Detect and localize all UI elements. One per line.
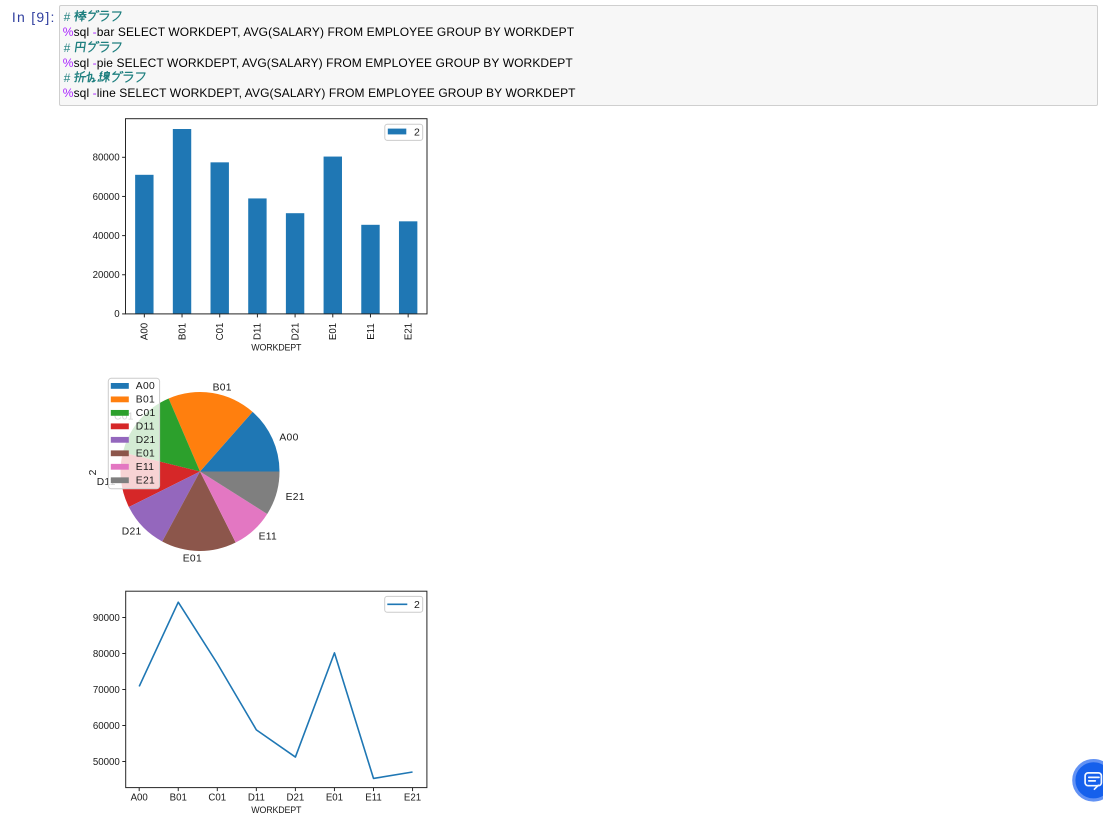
svg-text:A00: A00 xyxy=(279,433,298,444)
svg-text:E21: E21 xyxy=(136,476,155,487)
svg-text:#: # xyxy=(63,71,70,85)
svg-text:2: 2 xyxy=(88,469,99,475)
svg-text:90000: 90000 xyxy=(93,613,121,624)
svg-text:2: 2 xyxy=(414,599,420,611)
svg-text:E21: E21 xyxy=(404,793,421,804)
svg-text:#: # xyxy=(63,10,70,24)
svg-text:40000: 40000 xyxy=(93,231,121,242)
svg-text:WORKDEPT: WORKDEPT xyxy=(251,342,302,352)
svg-text:E11: E11 xyxy=(259,532,277,543)
svg-text:E11: E11 xyxy=(366,323,377,340)
svg-text:E01: E01 xyxy=(136,449,155,460)
svg-text:E01: E01 xyxy=(183,554,202,565)
svg-text:A00: A00 xyxy=(131,793,149,804)
svg-text:C01: C01 xyxy=(208,793,226,804)
svg-text:D21: D21 xyxy=(290,323,301,341)
svg-text:E01: E01 xyxy=(328,323,339,340)
svg-text:D11: D11 xyxy=(136,422,155,433)
svg-text:D21: D21 xyxy=(136,435,156,446)
svg-text:80000: 80000 xyxy=(93,153,121,164)
svg-text:D11: D11 xyxy=(97,477,116,488)
svg-text:E11: E11 xyxy=(136,462,154,473)
svg-text:C01: C01 xyxy=(215,323,226,341)
svg-text:80000: 80000 xyxy=(93,649,121,660)
svg-text:20000: 20000 xyxy=(93,270,121,281)
svg-text:A00: A00 xyxy=(140,322,151,340)
svg-text:#: # xyxy=(63,41,70,55)
svg-text:60000: 60000 xyxy=(93,721,121,732)
svg-text:WORKDEPT: WORKDEPT xyxy=(251,805,302,815)
svg-text:E21: E21 xyxy=(286,492,305,503)
svg-text:70000: 70000 xyxy=(93,685,121,696)
svg-text:D21: D21 xyxy=(287,793,305,804)
svg-text:C01: C01 xyxy=(136,408,156,419)
svg-text:B01: B01 xyxy=(136,395,155,406)
svg-text:B01: B01 xyxy=(177,323,188,340)
svg-text:B01: B01 xyxy=(170,793,187,804)
svg-text:A00: A00 xyxy=(136,381,155,392)
svg-text:60000: 60000 xyxy=(93,192,121,203)
svg-text:B01: B01 xyxy=(213,382,232,393)
svg-text:E11: E11 xyxy=(365,793,382,804)
svg-text:2: 2 xyxy=(414,126,420,138)
svg-text:D11: D11 xyxy=(253,323,264,340)
svg-text:D11: D11 xyxy=(248,793,265,804)
svg-text:50000: 50000 xyxy=(93,757,121,768)
svg-text:E01: E01 xyxy=(326,793,343,804)
svg-text:0: 0 xyxy=(114,309,120,320)
svg-text:D21: D21 xyxy=(122,527,142,538)
svg-text:E21: E21 xyxy=(403,323,414,340)
